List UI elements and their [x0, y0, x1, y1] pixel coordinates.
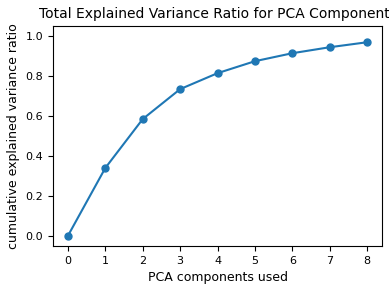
Y-axis label: cumulative explained variance ratio: cumulative explained variance ratio — [7, 23, 20, 249]
Title: Total Explained Variance Ratio for PCA Components: Total Explained Variance Ratio for PCA C… — [39, 7, 389, 21]
X-axis label: PCA components used: PCA components used — [147, 271, 287, 284]
